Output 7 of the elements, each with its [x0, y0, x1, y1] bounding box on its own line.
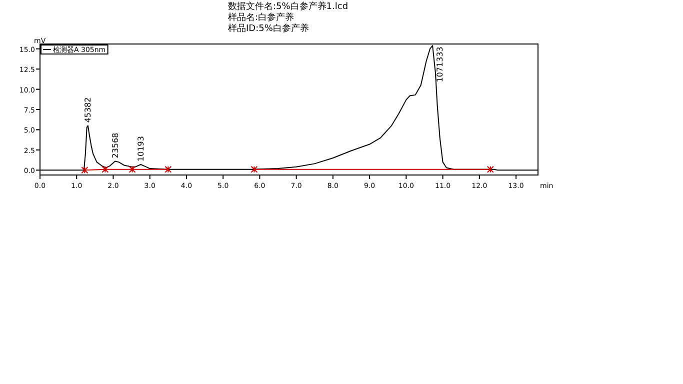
annotation: 45382	[84, 97, 93, 123]
annotation: 23568	[111, 132, 120, 158]
text: 样品ID:5%白参产养	[228, 23, 309, 34]
chart-subtitle: 样品名:白参产养	[228, 12, 294, 23]
annotation: 10193	[136, 136, 146, 162]
annotation: 1071333	[436, 46, 445, 82]
chart-title: 数据文件名:5%白参产养1.lcd	[228, 1, 348, 12]
